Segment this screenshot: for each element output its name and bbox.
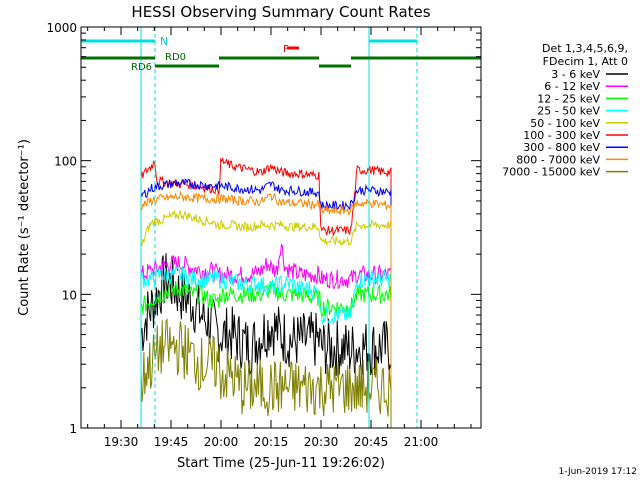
annotation-label: RD6 (131, 62, 152, 73)
overlay-layer: N RD6 RD0 F (81, 27, 481, 428)
legend-label: 7000 - 15000 keV (502, 166, 600, 179)
series-line-4 (140, 265, 392, 428)
y-tick-label: 100 (54, 155, 77, 169)
x-axis-label: Start Time (25-Jun-11 19:26:02) (177, 456, 385, 471)
y-tick-label: 1 (69, 422, 77, 436)
x-tick-label: 19:30 (104, 435, 139, 449)
axes-layer: 19:30 19:45 20:00 20:15 20:30 20:45 21:00 1 10 10… (17, 21, 482, 449)
annotation-label: RD0 (165, 52, 186, 63)
legend-label: 100 - 300 keV (523, 129, 600, 142)
plot-frame (80, 26, 482, 429)
x-tick-label: 19:45 (154, 435, 189, 449)
legend-label: 12 - 25 keV (537, 92, 600, 105)
chart-title: HESSI Observing Summary Count Rates (131, 3, 430, 21)
legend-label: 3 - 6 keV (551, 68, 600, 81)
legend-label: 25 - 50 keV (537, 105, 600, 118)
y-axis-label: Count Rate (s⁻¹ detector⁻¹) (17, 139, 32, 316)
legend: Det 1,3,4,5,6,9,FDecim 1, Att 03 - 6 keV… (502, 42, 628, 179)
series-line-8 (140, 190, 392, 428)
x-tick-label: 20:30 (304, 435, 339, 449)
series-line-5 (140, 209, 392, 428)
x-tick-label: 20:15 (254, 435, 289, 449)
legend-header: Det 1,3,4,5,6,9, (542, 42, 628, 55)
y-tick-label: 1000 (46, 21, 77, 35)
legend-label: 300 - 800 keV (523, 141, 600, 154)
series-layer (140, 156, 392, 428)
legend-label: 6 - 12 keV (544, 80, 600, 93)
annotation-label: F (283, 44, 289, 55)
x-tick-label: 20:45 (354, 435, 389, 449)
series-line-7 (140, 178, 392, 428)
legend-label: 50 - 100 keV (530, 117, 600, 130)
x-tick-label: 21:00 (404, 435, 439, 449)
n-label: N (160, 35, 168, 48)
y-tick-label: 10 (62, 288, 77, 302)
series-line-9 (140, 317, 392, 428)
legend-label: 800 - 7000 keV (516, 153, 600, 166)
legend-header: FDecim 1, Att 0 (543, 55, 628, 68)
footer-date: 1-Jun-2019 17:12 (559, 467, 638, 477)
x-tick-label: 20:00 (204, 435, 239, 449)
